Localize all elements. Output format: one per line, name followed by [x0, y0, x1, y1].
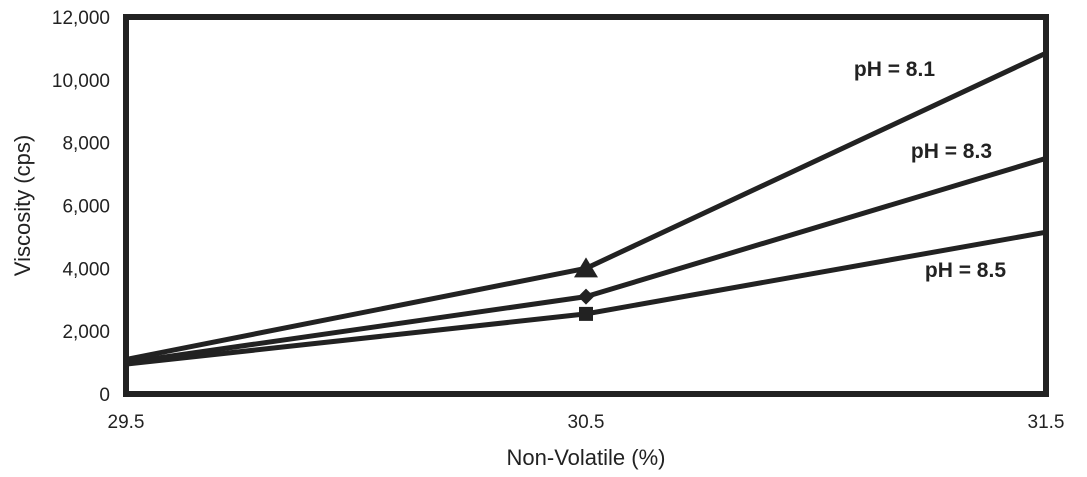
- y-tick-label: 12,000: [52, 8, 110, 29]
- plot-frame: [123, 14, 1049, 397]
- plot-area: [123, 14, 1049, 397]
- y-tick-label: 2,000: [62, 322, 110, 343]
- series-markers: [574, 257, 598, 321]
- y-tick-label: 10,000: [52, 71, 110, 92]
- x-tick-label: 31.5: [1028, 412, 1065, 433]
- series-label: pH = 8.5: [925, 259, 1006, 282]
- y-axis-ticks: 0 2,000 4,000 6,000 8,000 10,000 12,000: [52, 8, 110, 406]
- y-axis-title: Viscosity (cps): [10, 135, 35, 276]
- y-tick-label: 0: [99, 385, 110, 406]
- x-axis-ticks: 29.5 30.5 31.5: [108, 412, 1065, 433]
- series-label: pH = 8.3: [911, 140, 992, 163]
- y-tick-label: 8,000: [62, 134, 110, 155]
- series-labels: pH = 8.1 pH = 8.3 pH = 8.5: [854, 58, 1006, 282]
- x-tick-label: 30.5: [568, 412, 605, 433]
- x-axis-title: Non-Volatile (%): [507, 445, 666, 470]
- data-point-square: [579, 306, 593, 321]
- x-tick-label: 29.5: [108, 412, 145, 433]
- series-label: pH = 8.1: [854, 58, 935, 81]
- data-point-diamond: [578, 288, 594, 305]
- y-tick-label: 6,000: [62, 197, 110, 218]
- data-point-triangle: [574, 257, 598, 278]
- y-tick-label: 4,000: [62, 259, 110, 280]
